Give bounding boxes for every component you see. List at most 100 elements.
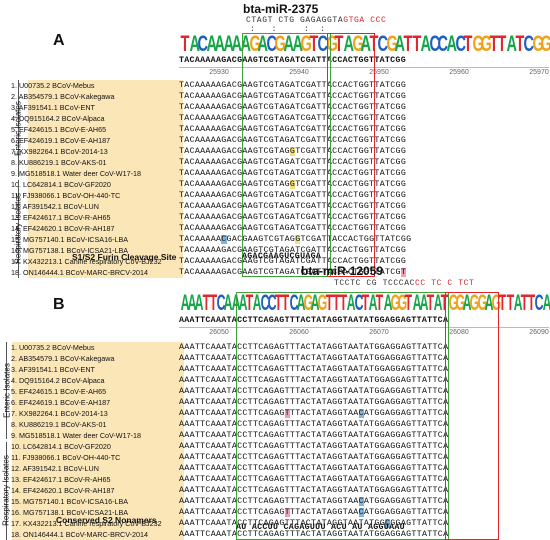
position-ruler: 26050 26060 26070 26080 26090 bbox=[179, 327, 549, 339]
logo-letter: C bbox=[523, 31, 535, 56]
alignment-row: 2. AB354579.1 BCoV-Kakegawa AAATTCAAATACC… bbox=[8, 353, 448, 364]
logo-letter: A bbox=[195, 290, 204, 315]
respiratory-bracket bbox=[18, 180, 19, 278]
isolate-label: 8. KU886219.1 BCoV-AKS-01 bbox=[11, 420, 107, 429]
logo-letter: T bbox=[332, 290, 341, 315]
panel-label: B bbox=[53, 296, 65, 313]
isolate-sequence: TACAAAAAGACGAAGTCGTAGGTCGATTACCACTGGTTAT… bbox=[179, 147, 407, 156]
group-label-respiratory: Respiratory Isolates bbox=[1, 455, 11, 526]
isolate-sequence: TACAAAAAGACGAAGTCGTAGATCGATTACCACTGGTTAT… bbox=[179, 103, 407, 112]
tick-label: 26050 bbox=[209, 329, 229, 336]
isolate-label: 13. EF424617.1 BCoV-R-AH65 bbox=[11, 475, 111, 484]
isolate-sequence: TACAAAAAGACGAAGTCGTAGGTCGATTACCACTGGTTAT… bbox=[179, 180, 407, 189]
mirna-seq-black: TCCTC CG TCCCAC bbox=[334, 279, 416, 288]
isolate-label: 11. FJ938066.1 BCoV-OH-440-TC bbox=[11, 191, 121, 200]
green-highlight-box bbox=[242, 33, 331, 277]
logo-letter: A bbox=[187, 290, 197, 315]
logo-letter: T bbox=[527, 290, 536, 315]
alignment-row: 10. LC642814.1 BCoV-GF2020 TACAAAAAGACGAA… bbox=[8, 179, 411, 190]
isolate-sequence: TACAAAAAGACGAAGTCGTAGATCGATTACCACTGGTTAT… bbox=[179, 268, 407, 277]
group-label-respiratory: Respiratory Isolates bbox=[13, 193, 23, 264]
alignment-row: 9. MG518518.1 Water deer CoV-W17-18 TACAA… bbox=[8, 168, 411, 179]
logo-letter: C bbox=[197, 31, 209, 56]
logo-letter: G bbox=[249, 31, 261, 56]
isolate-sequence: TACAAAAAGACGAAGTCGTAGATCGATTACCACTGGTTAT… bbox=[179, 158, 407, 167]
isolate-sequence: TACAAAAAGACGAAGTCGTAGATCGATTACCACTGGTTAT… bbox=[179, 136, 407, 145]
logo-letter: A bbox=[206, 31, 217, 56]
isolate-sequence: TACAAAAAGACGAAGTCGTAGATCGATTACCACTGGTTAT… bbox=[179, 202, 407, 211]
isolate-label: 8. KU886219.1 BCoV-AKS-01 bbox=[11, 158, 107, 167]
tick-label: 26060 bbox=[289, 329, 309, 336]
alignment-row: 13. EF424617.1 BCoV-R-AH65 TACAAAAAGACGAA… bbox=[8, 212, 411, 223]
logo-letter: T bbox=[202, 290, 210, 315]
logo-letter: C bbox=[266, 31, 277, 56]
alignment-row: 16. MG757138.1 BCoV-ICSA21-LBA TACAAAAAGA… bbox=[8, 245, 411, 256]
alignment-row: 12. AF391542.1 BCoV-LUN AAATTCAAATACCTTCA… bbox=[8, 463, 448, 474]
isolate-label: 4. DQ915164.2 BCoV-Alpaca bbox=[11, 376, 105, 385]
alignment-row: 18. ON146444.1 BCoV-MARC-BRCV-2014 TACAAA… bbox=[8, 267, 411, 278]
logo-letter: A bbox=[291, 31, 303, 56]
isolate-sequence: TACAAAAACGACGAAGTCGTAGGTCGATTACCACTGGTTA… bbox=[179, 235, 412, 244]
isolate-sequence: TACAAAAAGACGAAGTCGTAGATCGATTACCACTGGTTAT… bbox=[179, 125, 407, 134]
isolate-label: 12. AF391542.1 BCoV-LUN bbox=[11, 202, 99, 211]
logo-letter: C bbox=[437, 31, 449, 56]
logo-letter: T bbox=[281, 290, 290, 315]
isolate-sequence: TACAAAAAGACGAAGTCGTAGATCGATTACCACTGGTTAT… bbox=[179, 224, 407, 233]
alignment-row: 6. EF424619.1 BCoV-E-AH187 TACAAAAAGACGAA… bbox=[8, 135, 411, 146]
alignment-row: 8. KU886219.1 BCoV-AKS-01 TACAAAAAGACGAAG… bbox=[8, 157, 411, 168]
logo-letter: T bbox=[325, 290, 333, 315]
logo-letter: G bbox=[480, 31, 492, 56]
tick-label: 25970 bbox=[529, 69, 549, 76]
logo-letter: T bbox=[426, 290, 435, 315]
position-ruler: 25930 25940 25950 25960 25970 bbox=[179, 67, 549, 79]
logo-letter: A bbox=[513, 290, 523, 315]
logo-letter: A bbox=[257, 31, 269, 56]
logo-letter: T bbox=[498, 290, 507, 315]
mirna-name: bta-miR-2375 bbox=[243, 2, 319, 16]
alignment-row: 17. KX432213.1 Canine respiratory CoV-BJ… bbox=[8, 518, 448, 529]
isolate-sequence: TACAAAAAGACGAAGTCGTAGATCGATTACCACTGGTTAT… bbox=[179, 92, 407, 101]
logo-letter: A bbox=[343, 31, 354, 56]
logo-letter: A bbox=[231, 290, 241, 315]
isolate-sequence: TACAAAAAGACGAAGTCGTAGATCGATTACCACTGGTTAT… bbox=[179, 169, 407, 178]
isolate-sequence: AAATTCAAATACCTTCAGAGTTTACTATAGGTAATATGGA… bbox=[179, 475, 449, 484]
isolate-sequence: AAATTCAAATACCTTCAGAGTTTACTATAGGTAATATGGA… bbox=[179, 464, 449, 473]
alignment-row: 7. KX982264.1 BCoV-2014-13 AAATTCAAATACCT… bbox=[8, 408, 448, 419]
isolate-label: 5. EF424615.1 BCoV-E-AH65 bbox=[11, 387, 107, 396]
isolate-sequence: AAATTCAAATACCTTCAGAGTTTACTATAGGTAATATGGA… bbox=[179, 431, 449, 440]
consensus-sequence: AAATTCAAATACCTTCAGAGTTTACTATAGGTAATATGGA… bbox=[179, 316, 449, 325]
logo-letter: T bbox=[274, 290, 283, 315]
logo-letter: T bbox=[506, 290, 514, 315]
alignment-row: 4. DQ915164.2 BCoV-Alpaca AAATTCAAATACCTT… bbox=[8, 375, 448, 386]
logo-letter: A bbox=[214, 31, 226, 56]
nonamers-label: Conserved S2 Nonamers bbox=[56, 515, 157, 525]
isolate-sequence: TACAAAAAGACGAAGTCGTAGATCGATTACCACTGGTTAT… bbox=[179, 114, 407, 123]
logo-letter: G bbox=[532, 31, 544, 56]
isolate-sequence: AAATTCAAATACCTTCAGAGTTTACTATAGGTAACATGGA… bbox=[179, 508, 449, 517]
isolate-label: 7. KX982264.1 BCoV-2014-13 bbox=[11, 409, 108, 418]
target-rna-sequence: AGACGAAGUCGUAGA bbox=[242, 252, 322, 261]
alignment-row: 9. MG518518.1 Water deer CoV-W17-18 AAATT… bbox=[8, 430, 448, 441]
logo-letter: A bbox=[542, 292, 550, 314]
isolate-sequence: AAATTCAAATACCTTCAGAGTTTACTATAGGTAATATGGA… bbox=[179, 343, 449, 352]
isolate-label: 11. FJ938066.1 BCoV-OH-440-TC bbox=[11, 453, 121, 462]
isolate-sequence: TACAAAAAGACGAAGTCGTAGATCGATTACCACTGGTTAT… bbox=[179, 191, 407, 200]
alignment-row: 3. AF391541.1 BCoV-ENT TACAAAAAGACGAAGTCG… bbox=[8, 102, 411, 113]
logo-letter: A bbox=[189, 31, 200, 56]
alignment-row: 14. EF424620.1 BCoV-R-AH187 TACAAAAAGACGA… bbox=[8, 223, 411, 234]
isolate-sequence: AAATTCAAATACCTTCAGAGTTTACTATAGGTAACATGGA… bbox=[179, 409, 449, 418]
logo-letter: T bbox=[309, 31, 319, 56]
isolate-sequence: AAATTCAAATACCTTCAGAGTTTACTATAGGTAATATGGC… bbox=[179, 519, 449, 528]
logo-letter: C bbox=[429, 31, 440, 56]
mirna-seq-red: CC TC C TCT bbox=[415, 279, 475, 288]
logo-letter: G bbox=[472, 31, 484, 56]
isolate-label: 10. LC642814.1 BCoV-GF2020 bbox=[11, 180, 111, 189]
logo-letter: C bbox=[317, 31, 329, 56]
logo-letter: T bbox=[180, 31, 190, 56]
isolate-label: 10. LC642814.1 BCoV-GF2020 bbox=[11, 442, 111, 451]
tick-label: 25950 bbox=[369, 69, 389, 76]
logo-letter: T bbox=[489, 31, 499, 56]
isolate-label: 15. MG757140.1 BCoV-ICSA16-LBA bbox=[11, 235, 129, 244]
mirna-name: bta-miR-12059 bbox=[301, 264, 384, 278]
logo-letter: T bbox=[245, 290, 254, 315]
